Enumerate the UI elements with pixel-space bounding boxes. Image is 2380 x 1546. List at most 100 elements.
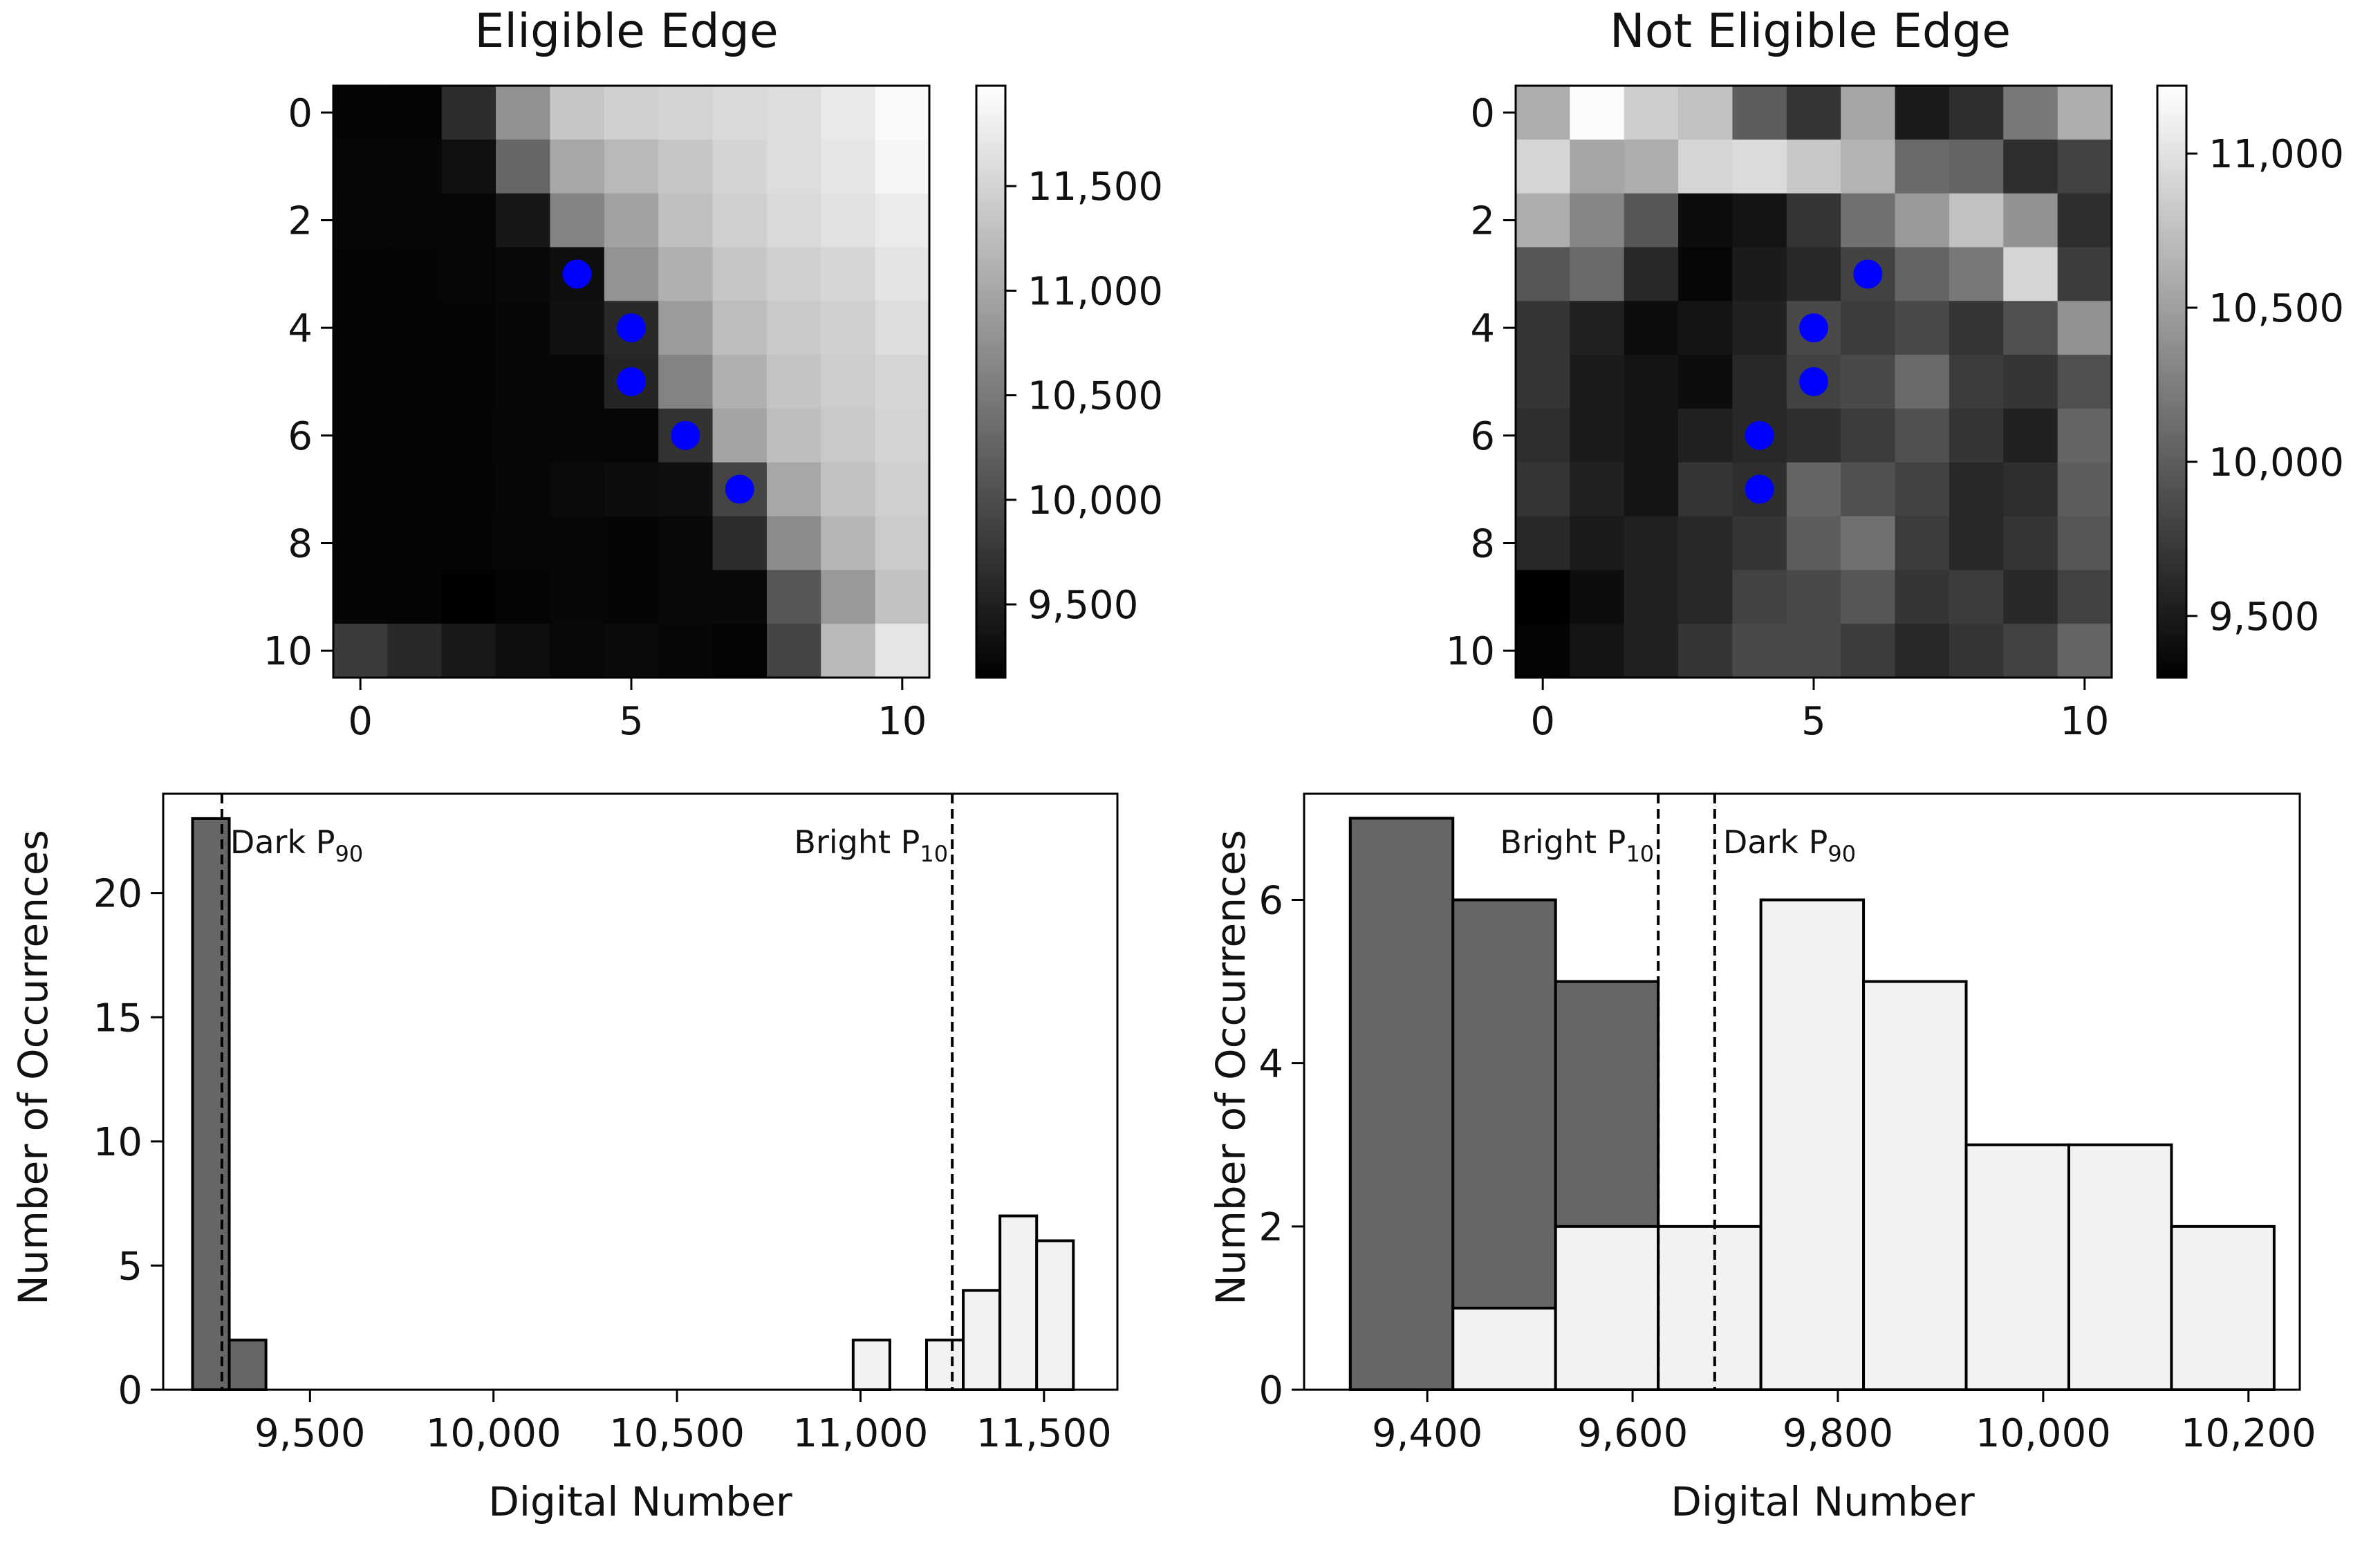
colorbar-tick-label: 10,500: [1028, 374, 1163, 419]
heatmap-cell: [496, 355, 551, 409]
heatmap-cell: [604, 193, 659, 248]
heatmap-cell: [821, 516, 876, 570]
heatmap-cell: [875, 193, 930, 248]
x-tick-label: 5: [619, 699, 644, 744]
heatmap-cell: [712, 408, 768, 463]
heatmap-cell: [1678, 139, 1733, 194]
heatmap-eligible-axes: 0 5 10 0 2 4 6 8 10: [263, 84, 931, 744]
heatmap-cell: [2003, 516, 2058, 570]
heatmap-cell: [821, 462, 876, 517]
histogram-bar-bright: [1657, 1224, 1763, 1391]
heatmap-cell: [1570, 193, 1625, 248]
heatmap-cell: [1516, 86, 1570, 140]
colorbar-frame: [2156, 84, 2188, 679]
heatmap-cell: [1516, 355, 1570, 409]
heatmap-cell: [387, 301, 443, 355]
heatmap-cell: [496, 570, 551, 624]
histogram-not-eligible-bars: [1348, 817, 2276, 1392]
heatmap-cell: [1841, 516, 1896, 570]
heatmap-cell: [875, 139, 930, 194]
heatmap-cell: [658, 139, 714, 194]
heatmap-cell: [1841, 355, 1896, 409]
colorbar-tick-label: 9,500: [2209, 595, 2319, 640]
heatmap-cell: [658, 247, 714, 301]
heatmap-cell: [1732, 193, 1787, 248]
heatmap-cell: [1949, 462, 2004, 517]
heatmap-cell: [658, 301, 714, 355]
heatmap-cell: [1732, 301, 1787, 355]
heatmap-cell: [712, 624, 768, 678]
heatmap-cell: [875, 462, 930, 517]
heatmap-cell: [1678, 247, 1733, 301]
heatmap-cell: [1732, 355, 1787, 409]
heatmap-cell: [2003, 408, 2058, 463]
heatmap-cell: [1624, 355, 1679, 409]
heatmap-not-eligible-points: [1745, 259, 1883, 504]
heatmap-cell: [2057, 462, 2112, 517]
heatmap-cell: [2057, 570, 2112, 624]
heatmap-cell: [1624, 247, 1679, 301]
heatmap-cell: [766, 193, 821, 248]
heatmap-cell: [1516, 139, 1570, 194]
heatmap-cell: [496, 624, 551, 678]
heatmap-cell: [333, 408, 388, 463]
heatmap-cell: [875, 408, 930, 463]
heatmap-cell: [2057, 193, 2112, 248]
heatmap-not-eligible-cells: [1516, 86, 2112, 678]
heatmap-cell: [441, 516, 496, 570]
heatmap-cell: [2003, 193, 2058, 248]
heatmap-cell: [604, 139, 659, 194]
heatmap-cell: [1570, 86, 1625, 140]
x-tick-label: 10: [877, 699, 927, 744]
heatmap-cell: [1949, 408, 2004, 463]
heatmap-cell: [2003, 139, 2058, 194]
heatmap-cell: [766, 355, 821, 409]
heatmap-cell: [441, 355, 496, 409]
edge-point-marker: [725, 474, 754, 504]
heatmap-cell: [2003, 355, 2058, 409]
heatmap-cell: [875, 355, 930, 409]
colorbar-eligible: 9,500 10,000 10,500 11,000 11,500: [975, 84, 1163, 679]
percentile-label: Bright P10: [1500, 823, 1654, 867]
heatmap-cell: [1570, 301, 1625, 355]
heatmap-cell: [333, 624, 388, 678]
histogram-eligible-bars: [191, 817, 1075, 1392]
heatmap-cell: [2003, 462, 2058, 517]
heatmap-cell: [1732, 86, 1787, 140]
colorbar-tick-label: 10,500: [2209, 286, 2344, 331]
y-tick-label: 10: [263, 629, 313, 674]
heatmap-cell: [1516, 301, 1570, 355]
heatmap-cell: [1786, 86, 1841, 140]
heatmap-cell: [1516, 516, 1570, 570]
heatmap-cell: [1895, 355, 1950, 409]
histogram-bar-bright: [1035, 1239, 1075, 1391]
heatmap-cell: [1786, 516, 1841, 570]
heatmap-cell: [496, 462, 551, 517]
x-tick-label: 9,600: [1577, 1411, 1688, 1456]
x-tick-label: 10,000: [426, 1411, 561, 1456]
panel-not-eligible-heatmap: Not Eligible Edge 0 5 10 0 2 4 6 8 10 9,500 10,00…: [1446, 4, 2344, 744]
heatmap-cell: [1678, 86, 1733, 140]
heatmap-cell: [875, 247, 930, 301]
heatmap-cell: [441, 86, 496, 140]
histogram-bar-bright: [1554, 1224, 1660, 1391]
heatmap-cell: [387, 247, 443, 301]
heatmap-cell: [766, 301, 821, 355]
heatmap-cell: [333, 247, 388, 301]
heatmap-cell: [821, 624, 876, 678]
heatmap-cell: [550, 193, 605, 248]
heatmap-cell: [604, 408, 659, 463]
heatmap-cell: [1678, 624, 1733, 678]
heatmap-cell: [1570, 139, 1625, 194]
x-axis-label-eligible: Digital Number: [488, 1478, 792, 1525]
x-tick-label: 9,400: [1372, 1411, 1482, 1456]
heatmap-cell: [1786, 462, 1841, 517]
colorbar-tick-label: 11,000: [1028, 269, 1163, 314]
histogram-bar-dark: [227, 1339, 268, 1392]
y-tick-label: 2: [1470, 199, 1495, 244]
heatmap-cell: [658, 570, 714, 624]
heatmap-cell: [1624, 570, 1679, 624]
heatmap-cell: [658, 462, 714, 517]
heatmap-cell: [875, 624, 930, 678]
heatmap-cell: [333, 355, 388, 409]
